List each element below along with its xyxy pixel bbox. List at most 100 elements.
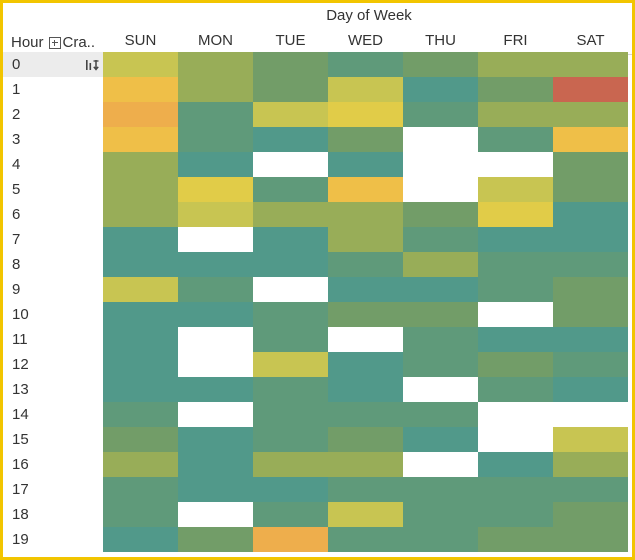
heatmap-cell[interactable] <box>328 77 403 102</box>
heatmap-cell[interactable] <box>103 202 178 227</box>
heatmap-cell[interactable] <box>103 127 178 152</box>
heatmap-cell[interactable] <box>478 77 553 102</box>
heatmap-cell[interactable] <box>553 277 628 302</box>
heatmap-cell[interactable] <box>403 77 478 102</box>
heatmap-cell[interactable] <box>103 527 178 552</box>
heatmap-cell[interactable] <box>103 477 178 502</box>
heatmap-cell[interactable] <box>178 477 253 502</box>
heatmap-cell[interactable] <box>253 377 328 402</box>
heatmap-cell[interactable] <box>403 502 478 527</box>
heatmap-cell[interactable] <box>178 327 253 352</box>
heatmap-cell[interactable] <box>478 127 553 152</box>
heatmap-cell[interactable] <box>478 452 553 477</box>
heatmap-cell[interactable] <box>178 302 253 327</box>
heatmap-cell[interactable] <box>553 502 628 527</box>
heatmap-cell[interactable] <box>253 77 328 102</box>
heatmap-cell[interactable] <box>178 52 253 77</box>
heatmap-cell[interactable] <box>103 152 178 177</box>
heatmap-cell[interactable] <box>253 352 328 377</box>
heatmap-cell[interactable] <box>103 377 178 402</box>
heatmap-cell[interactable] <box>178 427 253 452</box>
heatmap-cell[interactable] <box>553 402 628 427</box>
heatmap-cell[interactable] <box>478 277 553 302</box>
heatmap-cell[interactable] <box>478 202 553 227</box>
heatmap-cell[interactable] <box>553 302 628 327</box>
heatmap-cell[interactable] <box>178 277 253 302</box>
heatmap-cell[interactable] <box>178 177 253 202</box>
heatmap-cell[interactable] <box>553 527 628 552</box>
heatmap-cell[interactable] <box>103 502 178 527</box>
sort-descending-icon[interactable] <box>84 57 100 73</box>
heatmap-cell[interactable] <box>253 452 328 477</box>
heatmap-cell[interactable] <box>103 252 178 277</box>
heatmap-cell[interactable] <box>328 477 403 502</box>
expand-plus-icon[interactable] <box>48 36 61 49</box>
heatmap-cell[interactable] <box>403 427 478 452</box>
heatmap-cell[interactable] <box>103 302 178 327</box>
heatmap-cell[interactable] <box>553 477 628 502</box>
heatmap-cell[interactable] <box>328 277 403 302</box>
heatmap-cell[interactable] <box>328 52 403 77</box>
heatmap-cell[interactable] <box>328 327 403 352</box>
heatmap-cell[interactable] <box>328 252 403 277</box>
heatmap-cell[interactable] <box>178 202 253 227</box>
heatmap-cell[interactable] <box>403 252 478 277</box>
heatmap-cell[interactable] <box>253 527 328 552</box>
heatmap-cell[interactable] <box>553 177 628 202</box>
heatmap-cell[interactable] <box>253 227 328 252</box>
heatmap-cell[interactable] <box>553 102 628 127</box>
heatmap-cell[interactable] <box>553 127 628 152</box>
heatmap-cell[interactable] <box>553 377 628 402</box>
heatmap-cell[interactable] <box>478 527 553 552</box>
heatmap-cell[interactable] <box>478 152 553 177</box>
heatmap-cell[interactable] <box>403 52 478 77</box>
heatmap-cell[interactable] <box>253 402 328 427</box>
heatmap-cell[interactable] <box>403 452 478 477</box>
heatmap-cell[interactable] <box>403 302 478 327</box>
heatmap-cell[interactable] <box>103 452 178 477</box>
heatmap-cell[interactable] <box>103 352 178 377</box>
heatmap-cell[interactable] <box>553 327 628 352</box>
heatmap-cell[interactable] <box>253 202 328 227</box>
heatmap-cell[interactable] <box>403 127 478 152</box>
heatmap-cell[interactable] <box>328 452 403 477</box>
heatmap-cell[interactable] <box>553 452 628 477</box>
heatmap-cell[interactable] <box>178 102 253 127</box>
heatmap-cell[interactable] <box>178 252 253 277</box>
heatmap-cell[interactable] <box>478 252 553 277</box>
heatmap-cell[interactable] <box>253 477 328 502</box>
heatmap-cell[interactable] <box>328 127 403 152</box>
heatmap-cell[interactable] <box>178 527 253 552</box>
heatmap-cell[interactable] <box>328 202 403 227</box>
heatmap-cell[interactable] <box>553 252 628 277</box>
heatmap-cell[interactable] <box>253 102 328 127</box>
heatmap-cell[interactable] <box>403 152 478 177</box>
heatmap-cell[interactable] <box>403 177 478 202</box>
heatmap-cell[interactable] <box>403 227 478 252</box>
heatmap-cell[interactable] <box>253 327 328 352</box>
heatmap-cell[interactable] <box>403 352 478 377</box>
heatmap-cell[interactable] <box>553 227 628 252</box>
heatmap-cell[interactable] <box>403 477 478 502</box>
heatmap-cell[interactable] <box>553 152 628 177</box>
heatmap-cell[interactable] <box>328 302 403 327</box>
heatmap-cell[interactable] <box>103 277 178 302</box>
heatmap-cell[interactable] <box>553 352 628 377</box>
heatmap-cell[interactable] <box>478 377 553 402</box>
heatmap-cell[interactable] <box>178 352 253 377</box>
heatmap-cell[interactable] <box>478 502 553 527</box>
heatmap-cell[interactable] <box>253 427 328 452</box>
heatmap-cell[interactable] <box>178 227 253 252</box>
heatmap-cell[interactable] <box>478 402 553 427</box>
heatmap-cell[interactable] <box>253 127 328 152</box>
heatmap-cell[interactable] <box>328 527 403 552</box>
heatmap-cell[interactable] <box>103 52 178 77</box>
heatmap-cell[interactable] <box>328 152 403 177</box>
heatmap-cell[interactable] <box>478 477 553 502</box>
heatmap-cell[interactable] <box>178 502 253 527</box>
heatmap-cell[interactable] <box>253 152 328 177</box>
heatmap-cell[interactable] <box>403 377 478 402</box>
heatmap-cell[interactable] <box>478 177 553 202</box>
heatmap-cell[interactable] <box>103 427 178 452</box>
heatmap-cell[interactable] <box>478 352 553 377</box>
